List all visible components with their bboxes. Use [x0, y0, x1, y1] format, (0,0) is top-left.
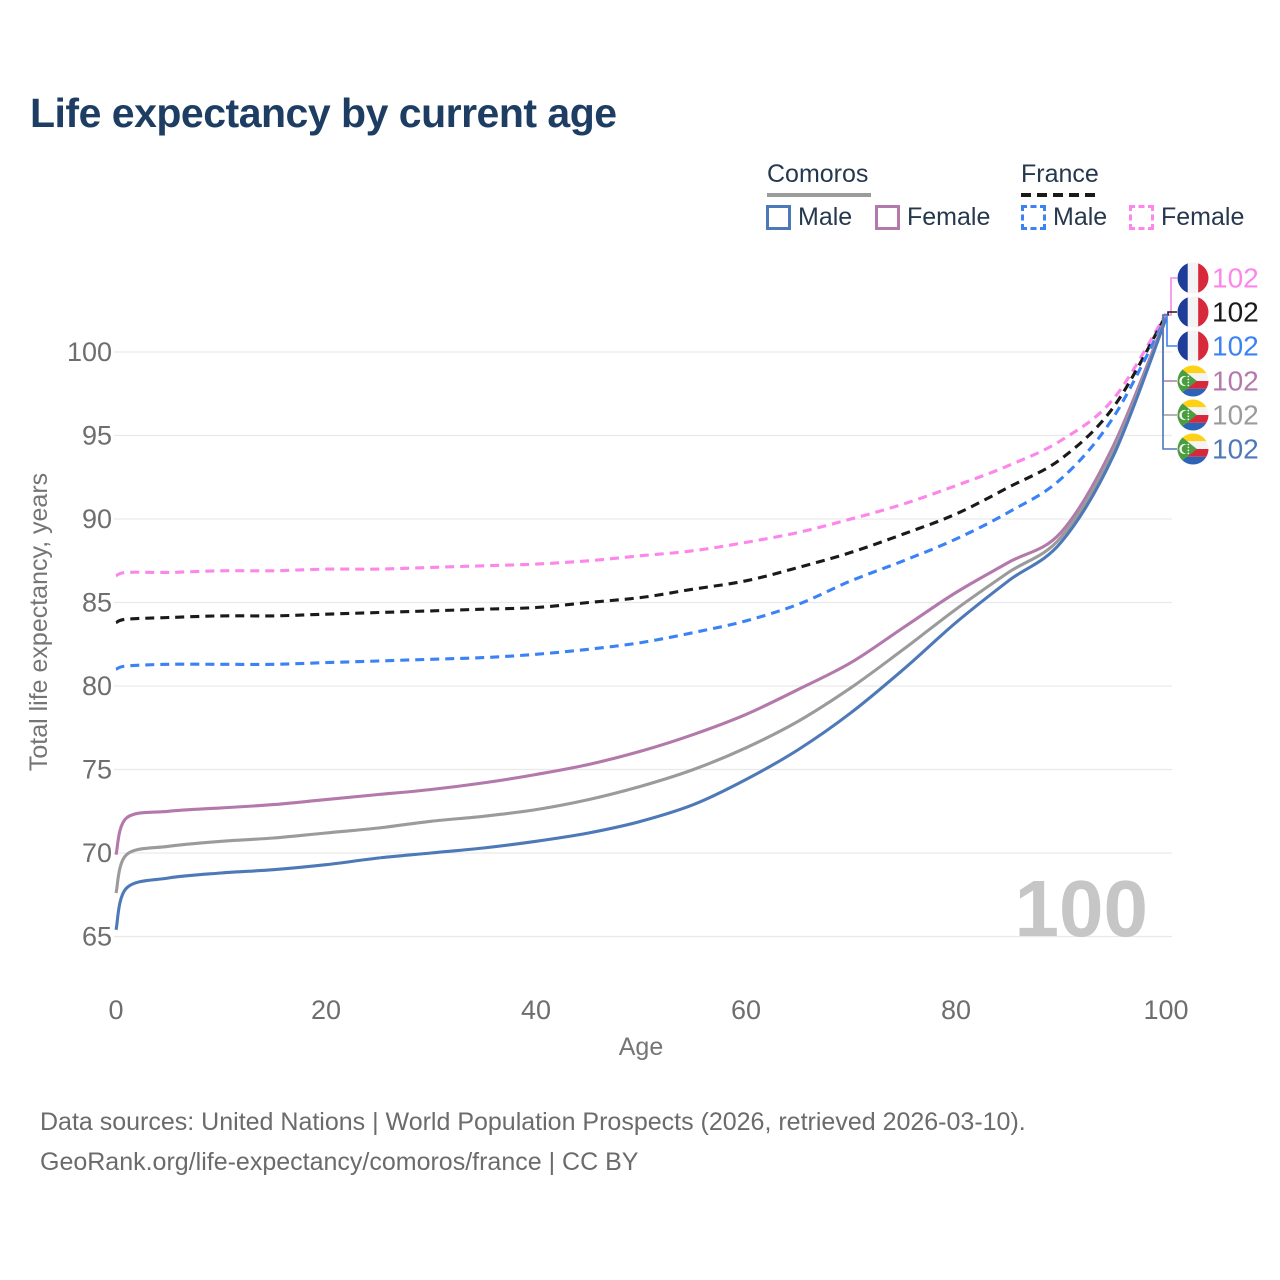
comoros-solid-line-swatch — [767, 193, 871, 197]
france-female-swatch-icon — [1129, 205, 1154, 230]
legend-item-label: Female — [907, 203, 991, 231]
data-sources-text: Data sources: United Nations | World Pop… — [40, 1108, 1026, 1136]
comoros-flag-icon — [1177, 365, 1209, 397]
end-label-france-female: 102 — [1177, 262, 1259, 294]
legend-item-france-male[interactable]: Male — [1021, 203, 1107, 232]
y-tick-label: 95 — [82, 421, 112, 451]
legend-item-comoros-female[interactable]: Female — [875, 203, 990, 232]
series-line-france-male[interactable] — [115, 316, 1168, 671]
attribution-text: GeoRank.org/life-expectancy/comoros/fran… — [40, 1148, 639, 1176]
line-chart: 65 70 75 80 85 90 95 100 100 0 20 40 60 80 100 Age Total… — [25, 262, 1259, 1061]
end-label-connector — [1166, 277, 1177, 316]
legend-item-france-female[interactable]: Female — [1129, 203, 1244, 232]
comoros-male-swatch-icon — [766, 205, 791, 230]
y-tick-label: 65 — [82, 922, 112, 952]
france-flag-icon — [1177, 330, 1209, 362]
end-label-value: 102 — [1212, 297, 1259, 328]
end-label-france-male: 102 — [1177, 330, 1259, 362]
end-label-connector — [1162, 314, 1177, 416]
france-dashed-line-swatch — [1021, 193, 1099, 197]
x-tick-label: 60 — [731, 995, 761, 1025]
chart-title: Life expectancy by current age — [30, 90, 617, 136]
x-tick-label: 80 — [941, 995, 971, 1025]
end-label-comoros-male: 102 — [1177, 433, 1259, 465]
y-tick-label: 85 — [82, 588, 112, 618]
end-label-france-overall: 102 — [1177, 296, 1259, 328]
end-label-value: 102 — [1212, 263, 1259, 294]
x-tick-label: 20 — [311, 995, 341, 1025]
series-line-comoros-female[interactable] — [114, 316, 1168, 856]
series-line-france-female[interactable] — [115, 312, 1168, 578]
legend-item-comoros-male[interactable]: Male — [766, 203, 852, 232]
end-label-connector — [1162, 314, 1177, 450]
end-label-comoros-female: 102 — [1177, 365, 1259, 397]
age-watermark: 100 — [1015, 864, 1148, 953]
x-tick-label: 100 — [1143, 995, 1188, 1025]
y-axis-title: Total life expectancy, years — [25, 473, 53, 771]
comoros-flag-icon — [1177, 433, 1209, 465]
y-tick-label: 80 — [82, 671, 112, 701]
legend-item-label: Male — [798, 203, 853, 231]
x-tick-label: 40 — [521, 995, 551, 1025]
x-axis-title: Age — [619, 1033, 663, 1061]
france-flag-icon — [1177, 262, 1209, 294]
legend-group-comoros[interactable]: Comoros — [767, 160, 869, 188]
end-label-connector — [1166, 314, 1177, 347]
france-male-swatch-icon — [1021, 205, 1046, 230]
legend-item-label: Female — [1161, 203, 1245, 231]
end-label-value: 102 — [1212, 366, 1259, 397]
legend-item-label: Male — [1053, 203, 1108, 231]
y-tick-label: 75 — [82, 755, 112, 785]
end-label-comoros-overall: 102 — [1177, 399, 1259, 431]
end-label-value: 102 — [1212, 331, 1259, 362]
legend-group-france[interactable]: France — [1021, 160, 1099, 188]
comoros-female-swatch-icon — [875, 205, 900, 230]
x-tick-label: 0 — [108, 995, 123, 1025]
france-flag-icon — [1177, 296, 1209, 328]
series-line-comoros-overall[interactable] — [114, 318, 1168, 894]
y-tick-label: 70 — [82, 838, 112, 868]
series-line-france-overall[interactable] — [115, 314, 1168, 625]
end-label-value: 102 — [1212, 400, 1259, 431]
y-tick-label: 100 — [67, 337, 112, 367]
end-label-value: 102 — [1212, 434, 1259, 465]
comoros-flag-icon — [1177, 399, 1209, 431]
y-tick-label: 90 — [82, 504, 112, 534]
series-line-comoros-male[interactable] — [114, 318, 1168, 931]
